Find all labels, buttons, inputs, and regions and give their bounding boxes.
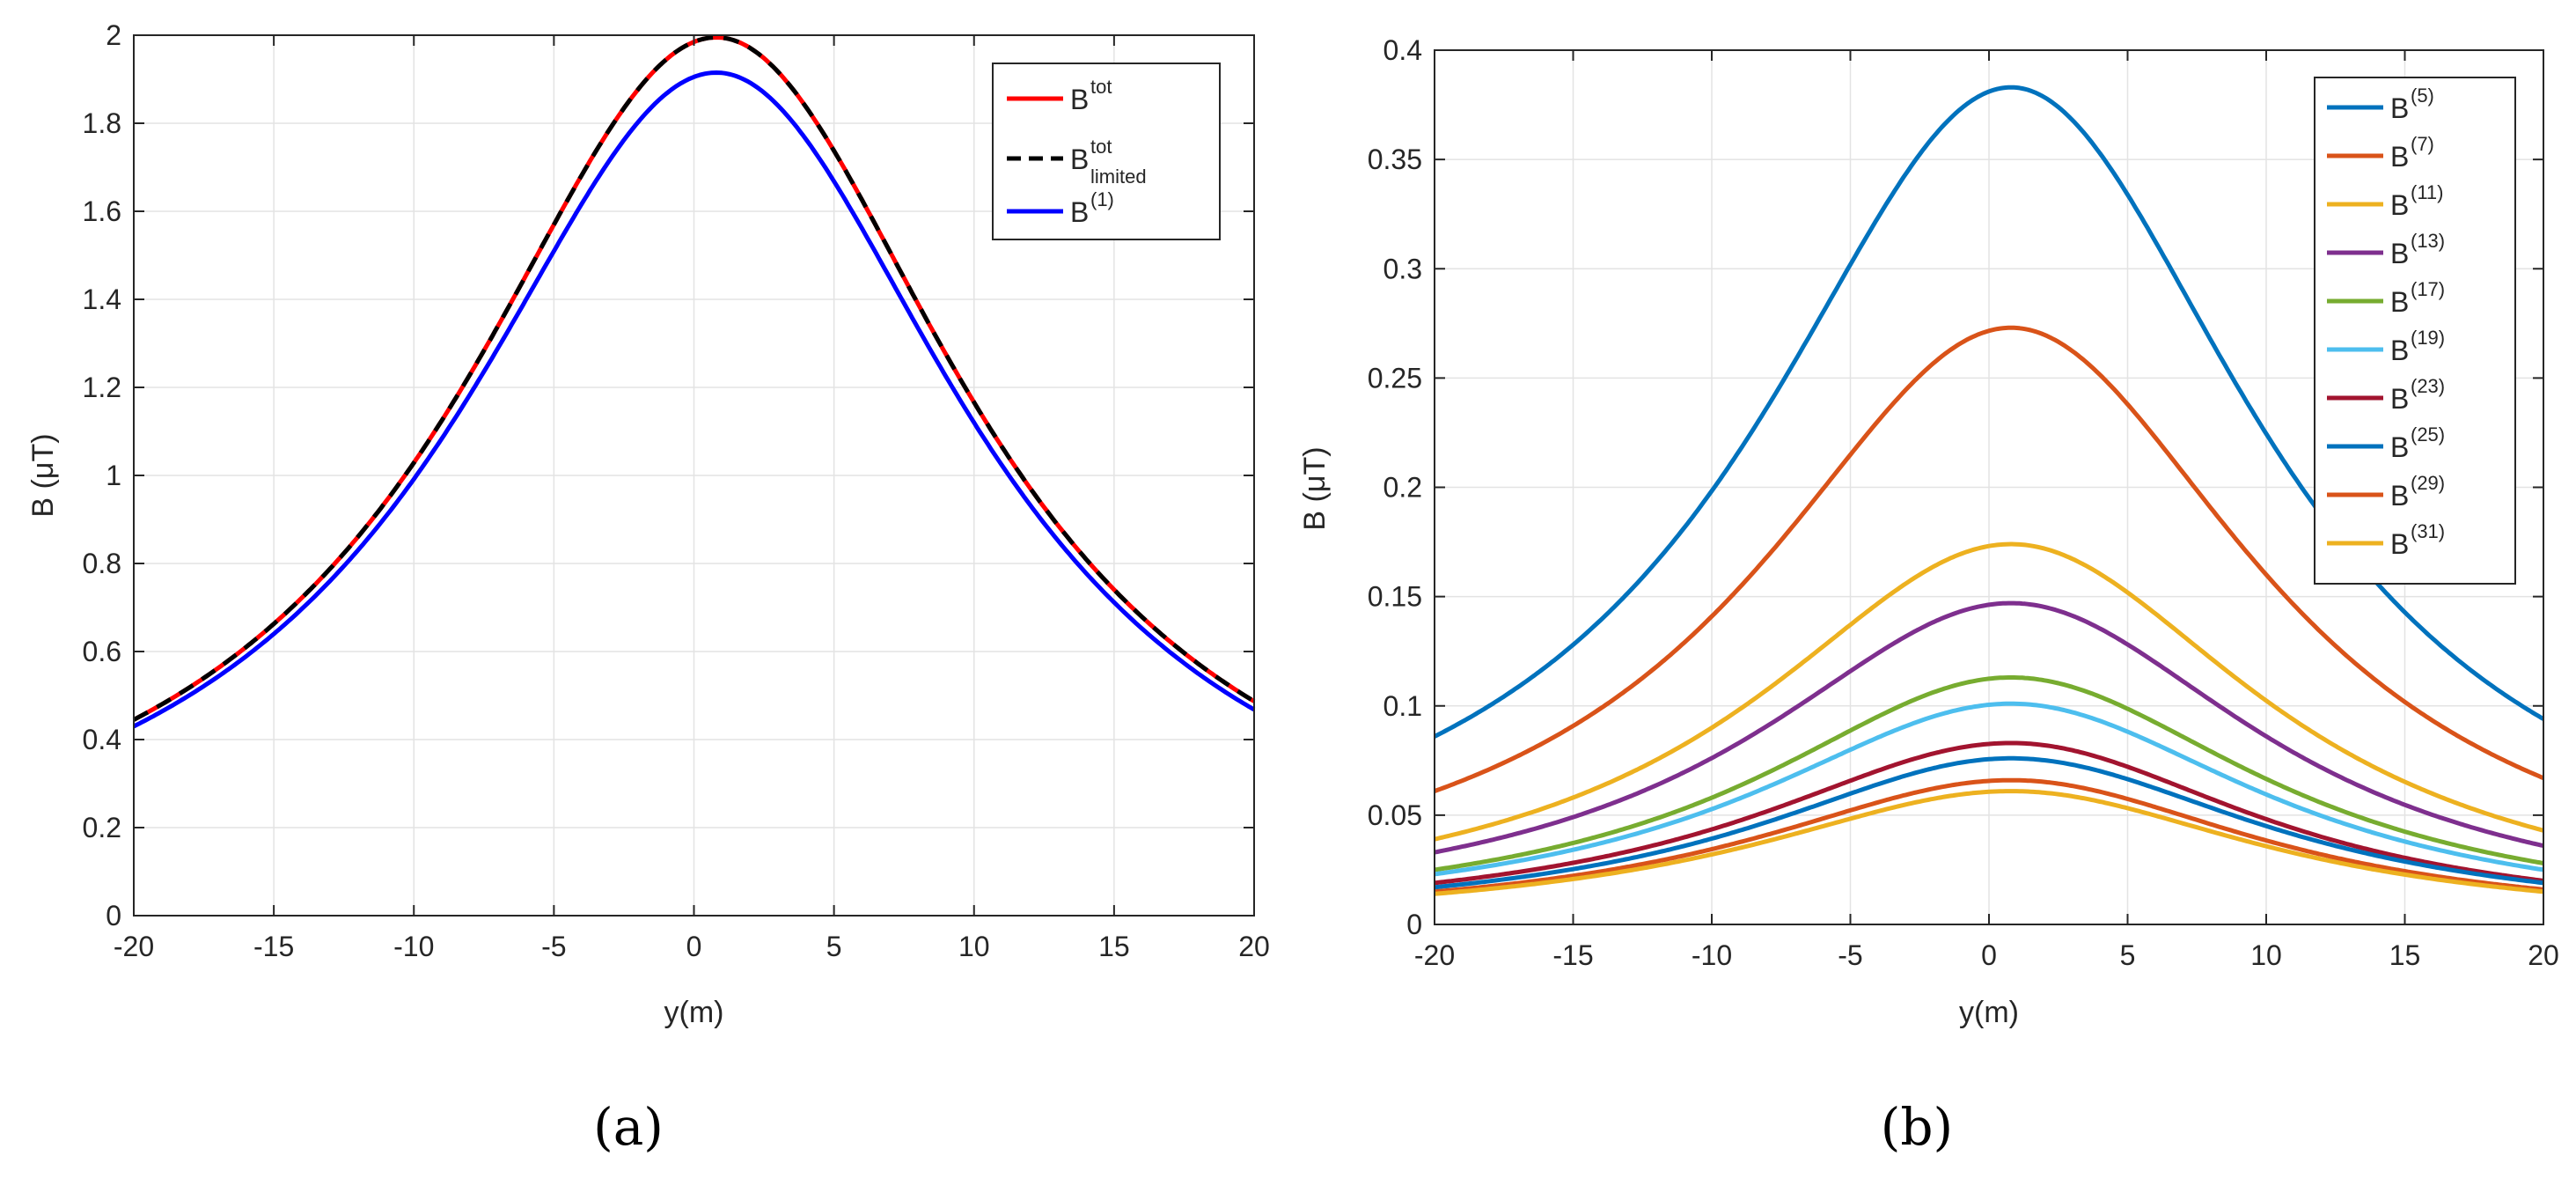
- series-line-a-2: [132, 70, 1256, 729]
- y-tick-label: 0.05: [1368, 799, 1422, 831]
- y-tick-label: 1: [106, 460, 121, 491]
- x-tick-label: 20: [2528, 939, 2559, 971]
- y-tick-label: 1.4: [83, 283, 121, 315]
- y-tick-label: 0.8: [83, 548, 121, 579]
- x-ticks-b: -20 -15 -10 -5 0 5 10 15 20: [1414, 50, 2559, 971]
- series-line-b-3: [1434, 600, 2544, 855]
- y-ticks-b: 0 0.05 0.1 0.15 0.2 0.25 0.3 0.35 0.4: [1368, 34, 2543, 940]
- x-tick-label: 20: [1238, 931, 1270, 962]
- legend-entry: B: [2390, 238, 2409, 269]
- curves-b: [1433, 85, 2545, 896]
- x-axis-label-b: y(m): [1959, 996, 2019, 1029]
- y-tick-label: 0.2: [83, 812, 121, 843]
- y-tick-label: 0.1: [1383, 690, 1422, 722]
- legend-superscript: (13): [2411, 230, 2445, 252]
- grid-a: [134, 35, 1254, 916]
- x-tick-label: 5: [2120, 939, 2136, 971]
- y-tick-label: 1.6: [83, 195, 121, 227]
- legend-subscript: limited: [1090, 166, 1147, 188]
- legend-superscript: (29): [2411, 472, 2445, 494]
- legend-superscript: (7): [2411, 133, 2434, 155]
- y-tick-label: 0: [106, 900, 121, 931]
- legend-superscript: (17): [2411, 278, 2445, 300]
- legend-entry: B: [2390, 431, 2409, 463]
- series-line-a-1: [132, 35, 1256, 722]
- x-tick-label: -20: [114, 931, 154, 962]
- legend-superscript: (23): [2411, 375, 2445, 397]
- y-tick-label: 0.2: [1383, 472, 1422, 504]
- x-tick-label: 0: [1981, 939, 1997, 971]
- y-axis-label-a: B (μT): [26, 433, 60, 517]
- x-tick-label: 5: [826, 931, 842, 962]
- y-tick-label: 0.3: [1383, 253, 1422, 284]
- chart-panel-a: -20 -15 -10 -5 0 5 10 15 20 0 0.2 0.4 0.6 0.8 1 1.2 1.4…: [26, 19, 1270, 1157]
- legend-superscript: (25): [2411, 423, 2445, 445]
- x-tick-label: 10: [2250, 939, 2282, 971]
- legend-entry: B: [1070, 196, 1089, 228]
- legend-superscript: tot: [1090, 136, 1112, 158]
- legend-superscript: (1): [1090, 188, 1114, 210]
- legend-superscript: (5): [2411, 85, 2434, 107]
- x-tick-label: -20: [1414, 939, 1455, 971]
- y-tick-label: 1.2: [83, 372, 121, 403]
- series-line-b-5: [1434, 701, 2544, 877]
- x-tick-label: 0: [686, 931, 702, 962]
- legend-entry: B: [2390, 92, 2409, 124]
- y-tick-label: 0.15: [1368, 581, 1422, 613]
- series-line-b-7: [1434, 755, 2544, 890]
- x-ticks-a: -20 -15 -10 -5 0 5 10 15 20: [114, 35, 1270, 962]
- chart-panel-b: -20 -15 -10 -5 0 5 10 15 20 00.050.10.150.20.250…: [1298, 34, 2559, 1157]
- y-tick-label: 0.6: [83, 636, 121, 667]
- legend-superscript: (11): [2411, 181, 2444, 203]
- x-tick-label: 15: [2389, 939, 2421, 971]
- y-tick-label: 0.25: [1368, 362, 1422, 394]
- legend-entry: B: [2390, 383, 2409, 415]
- legend-entry: B: [2390, 189, 2409, 221]
- x-tick-label: -10: [393, 931, 434, 962]
- legend-box-b: [2314, 77, 2516, 585]
- series-line-b-4: [1434, 675, 2544, 872]
- x-tick-label: -5: [1838, 939, 1862, 971]
- panel-caption-b: (b): [1881, 1097, 1953, 1157]
- legend-entry: B: [2390, 141, 2409, 173]
- legend-b: B (5)B (7)B (11)B (13)B (17)B (19)B (23)B (25)B(…: [2314, 77, 2516, 585]
- series-line-b-6: [1434, 740, 2544, 886]
- legend-entry: B: [2390, 528, 2409, 560]
- y-tick-label: 1.8: [83, 107, 121, 139]
- legend-superscript: tot: [1090, 76, 1112, 98]
- y-axis-label-b: B (μT): [1298, 446, 1332, 530]
- legend-superscript: (31): [2411, 520, 2445, 542]
- x-tick-label: -15: [253, 931, 294, 962]
- legend-entry: B: [1070, 84, 1089, 115]
- y-tick-label: 0.35: [1368, 144, 1422, 175]
- x-tick-label: 15: [1098, 931, 1130, 962]
- series-line-b-2: [1434, 541, 2544, 842]
- x-tick-label: -5: [541, 931, 566, 962]
- x-tick-label: -10: [1692, 939, 1732, 971]
- y-tick-label: 2: [106, 19, 121, 51]
- series-line-b-9: [1434, 789, 2544, 896]
- series-line-b-8: [1434, 777, 2544, 895]
- legend-entry: B: [2390, 286, 2409, 318]
- x-tick-label: -15: [1552, 939, 1593, 971]
- legend-entry: B: [2390, 480, 2409, 512]
- legend-entry: B: [2390, 335, 2409, 366]
- legend-entry: B: [1070, 144, 1089, 175]
- series-line-b-1: [1434, 325, 2544, 793]
- x-axis-label-a: y(m): [664, 996, 724, 1029]
- y-tick-label: 0: [1406, 909, 1422, 940]
- y-tick-label: 0.4: [1383, 34, 1422, 66]
- x-tick-label: 10: [958, 931, 990, 962]
- panel-caption-a: (a): [593, 1097, 664, 1157]
- y-ticks-a: 0 0.2 0.4 0.6 0.8 1 1.2 1.4 1.6 1.8 2: [83, 19, 1254, 931]
- y-tick-label: 0.4: [83, 724, 121, 755]
- legend-superscript: (19): [2411, 327, 2445, 349]
